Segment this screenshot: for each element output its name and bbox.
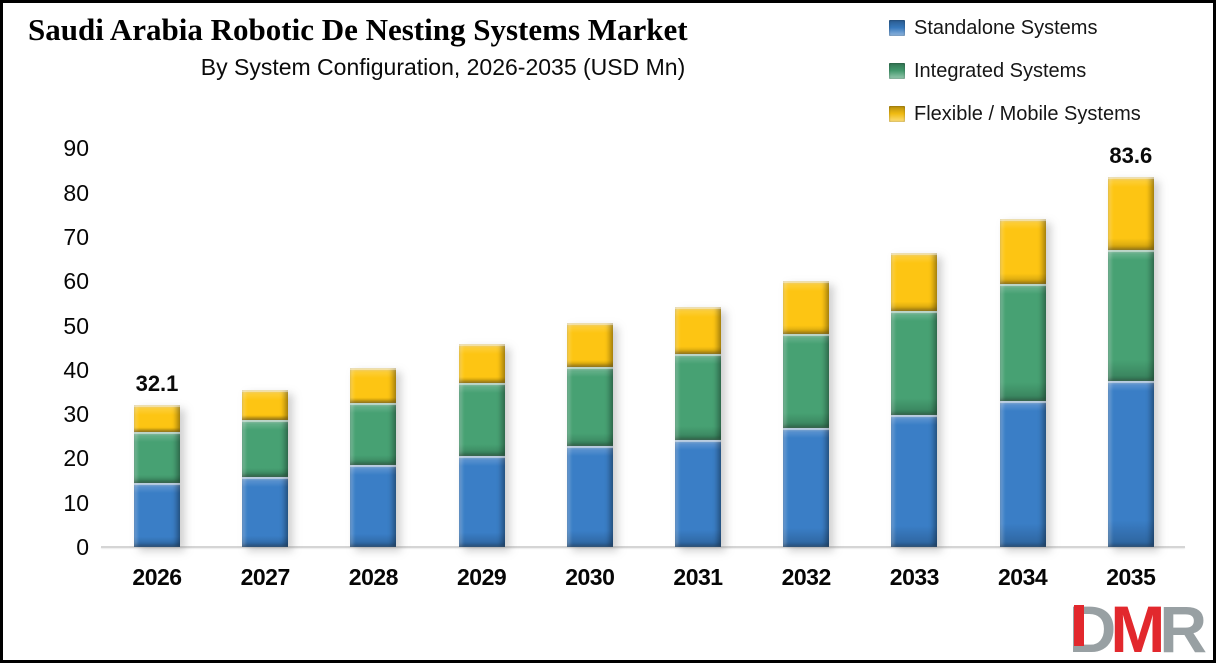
legend-swatch-icon (889, 106, 905, 122)
bar-segment-flexible-mobile-systems (783, 280, 830, 334)
logo-letter-m: M (1110, 592, 1165, 663)
y-axis-tick-label: 80 (63, 179, 89, 206)
bar-segment-integrated-systems (242, 420, 289, 477)
y-axis-tick-label: 70 (63, 223, 89, 250)
bar-segment-standalone-systems (458, 456, 505, 547)
bar-segment-integrated-systems (134, 431, 180, 484)
data-label-2035: 83.6 (1109, 142, 1153, 168)
x-axis-line (101, 546, 1185, 548)
bar-segment-standalone-systems (783, 427, 830, 547)
x-axis-label-2033: 2033 (889, 564, 940, 590)
bar-segment-integrated-systems (891, 311, 938, 415)
bar-segment-standalone-systems (1107, 380, 1154, 547)
bar-segment-integrated-systems (1107, 249, 1154, 381)
bar-segment-integrated-systems (350, 403, 397, 466)
bar-segment-standalone-systems (891, 414, 938, 547)
x-axis-label-2027: 2027 (240, 564, 291, 590)
bar-segment-integrated-systems (783, 333, 830, 428)
bar-2031 (675, 307, 721, 547)
bar-segment-flexible-mobile-systems (999, 218, 1046, 284)
legend-item-integrated-systems: Integrated Systems (889, 59, 1141, 83)
bar-segment-flexible-mobile-systems (134, 404, 180, 432)
bar-2034 (999, 218, 1046, 547)
bar-segment-integrated-systems (999, 283, 1046, 402)
bar-2026 (134, 404, 180, 547)
x-axis-label-2031: 2031 (673, 564, 723, 590)
bar-2027 (242, 390, 289, 547)
x-axis-label-2032: 2032 (781, 564, 832, 590)
logo-letter-d: D (1068, 592, 1117, 663)
x-axis-label-2035: 2035 (1106, 564, 1156, 590)
y-axis-tick-label: 10 (63, 489, 89, 516)
bar-segment-flexible-mobile-systems (566, 322, 613, 368)
legend-item-flexible-mobile-systems: Flexible / Mobile Systems (889, 102, 1141, 126)
y-axis-tick-label: 50 (63, 312, 89, 339)
bar-segment-flexible-mobile-systems (1107, 176, 1154, 250)
chart-header: Saudi Arabia Robotic De Nesting Systems … (28, 11, 858, 81)
y-axis-tick-label: 40 (63, 356, 89, 383)
legend-swatch-icon (889, 20, 905, 36)
bar-segment-standalone-systems (999, 401, 1046, 547)
bar-segment-flexible-mobile-systems (242, 390, 289, 421)
x-axis-label-2029: 2029 (457, 564, 507, 590)
y-axis-tick-label: 90 (63, 135, 89, 162)
legend-label: Standalone Systems (914, 16, 1098, 39)
x-axis-label-2026: 2026 (132, 564, 182, 590)
bar-segment-flexible-mobile-systems (458, 343, 505, 384)
logo-letter-r: R (1159, 592, 1207, 663)
bar-2033 (891, 253, 938, 547)
x-axis-label-2028: 2028 (348, 564, 399, 590)
bar-segment-integrated-systems (675, 354, 721, 440)
bar-2035 (1107, 176, 1154, 547)
bar-segment-standalone-systems (134, 483, 180, 547)
bar-segment-flexible-mobile-systems (350, 368, 397, 404)
data-label-2026: 32.1 (135, 370, 179, 396)
logo-red-stem (1073, 605, 1084, 646)
bar-segment-integrated-systems (458, 383, 505, 457)
bar-segment-flexible-mobile-systems (891, 253, 938, 312)
bar-segment-standalone-systems (675, 439, 721, 547)
x-axis-label-2030: 2030 (565, 564, 615, 590)
legend: Standalone Systems Integrated Systems Flex… (889, 16, 1141, 145)
bar-segment-integrated-systems (566, 367, 613, 446)
plot-area: 0 10 20 30 40 50 60 70 80 90 2026 32.1 2027 2028 2029 2… (3, 3, 1213, 660)
bar-2030 (566, 322, 613, 547)
bar-2028 (350, 368, 397, 547)
chart-title: Saudi Arabia Robotic De Nesting Systems … (28, 12, 688, 47)
bar-segment-flexible-mobile-systems (675, 307, 721, 355)
y-axis-tick-label: 0 (76, 534, 89, 560)
legend-label: Flexible / Mobile Systems (914, 102, 1141, 125)
legend-swatch-icon (889, 63, 905, 79)
dmr-logo: D MR (1069, 596, 1207, 660)
y-axis-tick-label: 20 (63, 445, 89, 472)
bar-segment-standalone-systems (242, 476, 289, 547)
chart-subtitle: By System Configuration, 2026-2035 (USD … (200, 54, 686, 80)
bar-segment-standalone-systems (350, 465, 397, 547)
y-axis-tick-label: 30 (63, 401, 89, 428)
bar-segment-standalone-systems (566, 445, 613, 547)
y-axis-tick-label: 60 (63, 268, 89, 295)
legend-label: Integrated Systems (914, 59, 1087, 82)
bar-2029 (458, 343, 505, 547)
bar-2032 (783, 280, 830, 547)
x-axis-label-2034: 2034 (998, 564, 1048, 590)
legend-item-standalone-systems: Standalone Systems (889, 16, 1141, 40)
